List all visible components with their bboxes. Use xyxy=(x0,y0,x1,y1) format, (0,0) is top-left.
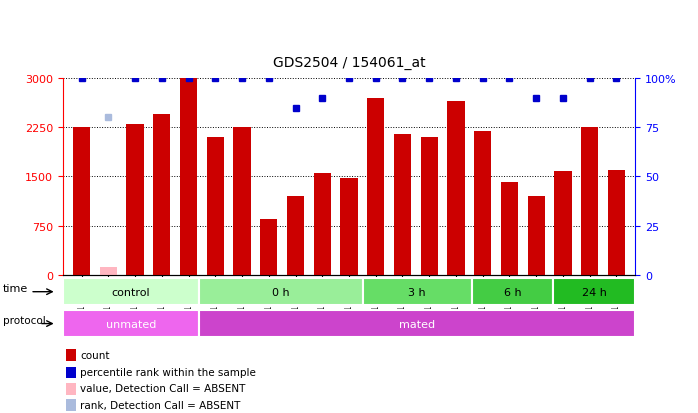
Bar xyxy=(367,98,385,275)
Text: GDS2504 / 154061_at: GDS2504 / 154061_at xyxy=(273,56,425,70)
Text: percentile rank within the sample: percentile rank within the sample xyxy=(80,367,256,377)
Bar xyxy=(66,399,76,411)
Text: 0 h: 0 h xyxy=(272,287,290,297)
Bar xyxy=(199,311,635,337)
Bar xyxy=(63,311,199,337)
Bar xyxy=(313,174,331,275)
Bar xyxy=(66,349,76,361)
Text: protocol: protocol xyxy=(3,315,46,325)
Text: control: control xyxy=(112,287,150,297)
Bar xyxy=(260,219,277,275)
Bar xyxy=(341,178,357,275)
Bar xyxy=(394,135,411,275)
Bar xyxy=(233,128,251,275)
Bar xyxy=(287,197,304,275)
Text: value, Detection Call = ABSENT: value, Detection Call = ABSENT xyxy=(80,383,246,394)
Text: unmated: unmated xyxy=(106,319,156,329)
Bar xyxy=(608,171,625,275)
Bar xyxy=(180,79,198,275)
Bar xyxy=(207,138,224,275)
Bar xyxy=(66,367,76,378)
Bar xyxy=(474,131,491,275)
Bar xyxy=(420,138,438,275)
Text: rank, Detection Call = ABSENT: rank, Detection Call = ABSENT xyxy=(80,400,240,410)
Bar xyxy=(100,267,117,275)
Text: mated: mated xyxy=(399,319,435,329)
Text: time: time xyxy=(3,283,29,293)
Bar xyxy=(63,279,199,305)
Bar xyxy=(500,182,518,275)
Text: 6 h: 6 h xyxy=(504,287,521,297)
Text: 3 h: 3 h xyxy=(408,287,426,297)
Bar xyxy=(554,279,635,305)
Bar xyxy=(66,383,76,394)
Bar xyxy=(554,172,572,275)
Bar xyxy=(126,125,144,275)
Bar xyxy=(199,279,363,305)
Bar xyxy=(581,128,598,275)
Text: 24 h: 24 h xyxy=(582,287,607,297)
Bar xyxy=(363,279,472,305)
Bar xyxy=(73,128,90,275)
Bar xyxy=(528,197,545,275)
Bar xyxy=(153,115,170,275)
Text: count: count xyxy=(80,350,110,360)
Bar xyxy=(447,102,465,275)
Bar xyxy=(472,279,554,305)
